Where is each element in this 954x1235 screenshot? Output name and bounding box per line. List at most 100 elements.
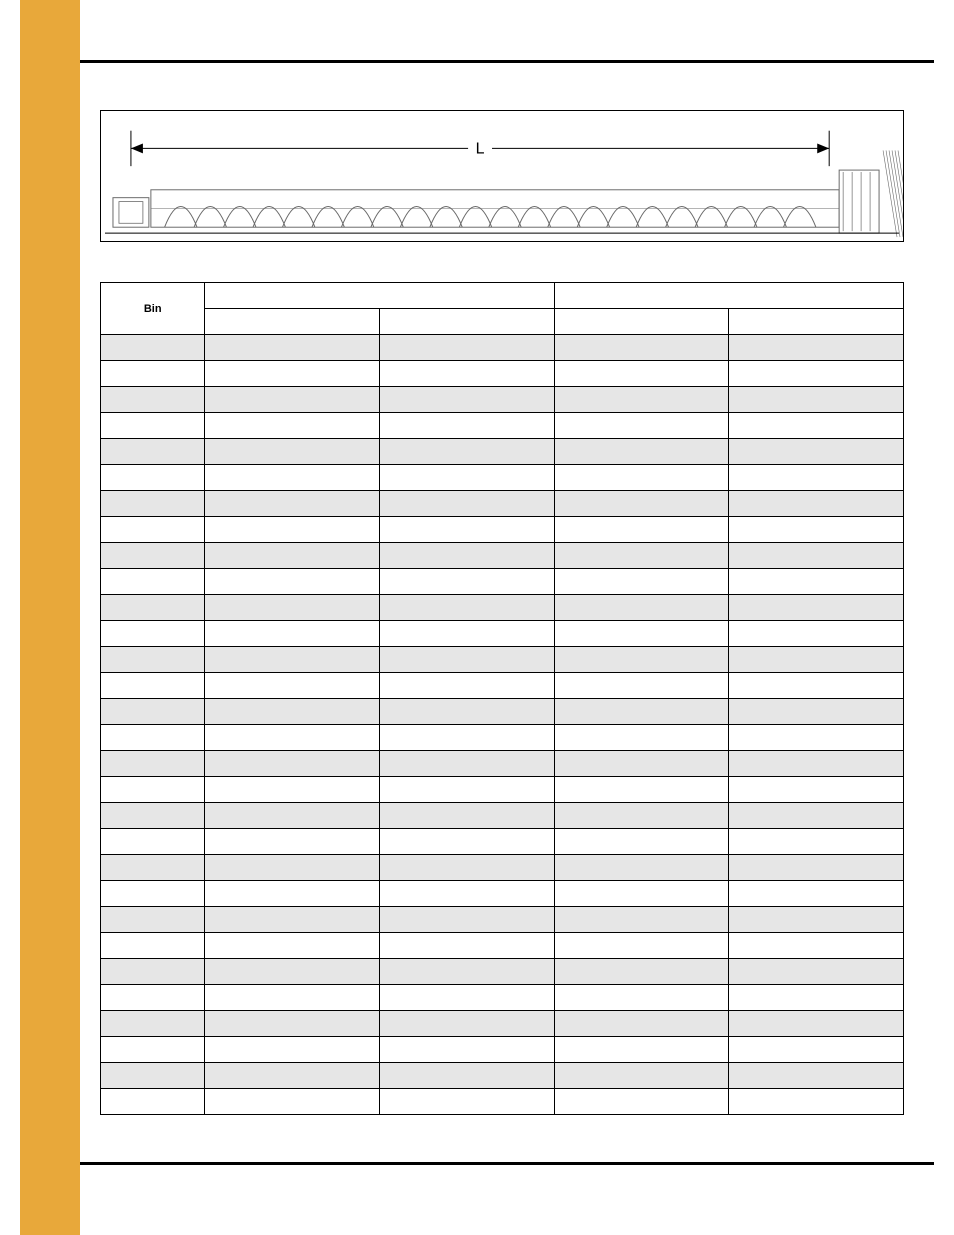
- th-sub-2: [554, 309, 729, 335]
- cell-value: [380, 387, 555, 413]
- cell-value: [205, 569, 380, 595]
- cell-value: [380, 985, 555, 1011]
- table-row: [101, 803, 904, 829]
- cell-bin: [101, 335, 205, 361]
- cell-value: [205, 361, 380, 387]
- table-row: [101, 673, 904, 699]
- spec-table-head: Bin: [101, 283, 904, 335]
- cell-value: [380, 933, 555, 959]
- table-row: [101, 439, 904, 465]
- table-row: [101, 361, 904, 387]
- cell-value: [205, 933, 380, 959]
- cell-value: [205, 647, 380, 673]
- cell-bin: [101, 387, 205, 413]
- cell-value: [729, 361, 904, 387]
- cell-value: [380, 491, 555, 517]
- cell-value: [729, 751, 904, 777]
- svg-text:L: L: [476, 140, 485, 157]
- cell-bin: [101, 439, 205, 465]
- cell-value: [205, 621, 380, 647]
- table-row: [101, 543, 904, 569]
- cell-bin: [101, 517, 205, 543]
- cell-bin: [101, 491, 205, 517]
- table-row: [101, 595, 904, 621]
- cell-value: [554, 959, 729, 985]
- cell-value: [205, 543, 380, 569]
- cell-value: [554, 907, 729, 933]
- cell-value: [205, 725, 380, 751]
- cell-value: [729, 621, 904, 647]
- cell-value: [554, 413, 729, 439]
- table-row: [101, 413, 904, 439]
- cell-value: [554, 361, 729, 387]
- th-sub-0: [205, 309, 380, 335]
- cell-value: [729, 985, 904, 1011]
- cell-value: [380, 829, 555, 855]
- cell-value: [554, 673, 729, 699]
- cell-bin: [101, 699, 205, 725]
- spec-table: Bin: [100, 282, 904, 1115]
- cell-value: [205, 803, 380, 829]
- cell-value: [554, 517, 729, 543]
- cell-value: [380, 699, 555, 725]
- cell-bin: [101, 647, 205, 673]
- cell-value: [205, 907, 380, 933]
- cell-value: [729, 907, 904, 933]
- cell-value: [729, 335, 904, 361]
- cell-value: [205, 335, 380, 361]
- table-row: [101, 1089, 904, 1115]
- cell-value: [729, 725, 904, 751]
- cell-value: [380, 439, 555, 465]
- cell-value: [380, 907, 555, 933]
- cell-value: [205, 491, 380, 517]
- cell-value: [205, 465, 380, 491]
- cell-value: [729, 543, 904, 569]
- cell-value: [380, 465, 555, 491]
- cell-value: [554, 829, 729, 855]
- cell-value: [380, 959, 555, 985]
- cell-value: [205, 751, 380, 777]
- content-area: L Bin: [100, 110, 904, 1115]
- cell-bin: [101, 933, 205, 959]
- gold-sidebar: [20, 0, 80, 1235]
- cell-bin: [101, 855, 205, 881]
- th-bin: Bin: [101, 283, 205, 335]
- cell-value: [380, 1089, 555, 1115]
- cell-value: [554, 387, 729, 413]
- cell-value: [554, 1063, 729, 1089]
- cell-bin: [101, 361, 205, 387]
- cell-value: [554, 569, 729, 595]
- cell-value: [554, 855, 729, 881]
- auger-svg: L: [101, 111, 903, 241]
- auger-diagram: L: [100, 110, 904, 242]
- cell-bin: [101, 621, 205, 647]
- cell-value: [554, 439, 729, 465]
- cell-value: [380, 803, 555, 829]
- cell-value: [380, 673, 555, 699]
- cell-value: [380, 855, 555, 881]
- cell-value: [380, 621, 555, 647]
- table-row: [101, 777, 904, 803]
- table-row: [101, 959, 904, 985]
- cell-value: [205, 1063, 380, 1089]
- cell-value: [554, 1037, 729, 1063]
- top-rule: [80, 60, 934, 63]
- cell-value: [554, 881, 729, 907]
- cell-bin: [101, 959, 205, 985]
- cell-bin: [101, 569, 205, 595]
- cell-bin: [101, 751, 205, 777]
- cell-bin: [101, 985, 205, 1011]
- table-row: [101, 933, 904, 959]
- table-row: [101, 491, 904, 517]
- cell-value: [554, 699, 729, 725]
- cell-value: [729, 933, 904, 959]
- th-group-1: [554, 283, 903, 309]
- cell-value: [729, 881, 904, 907]
- cell-value: [729, 959, 904, 985]
- cell-value: [554, 647, 729, 673]
- cell-value: [554, 1089, 729, 1115]
- cell-value: [554, 543, 729, 569]
- page: L Bin: [0, 0, 954, 1235]
- cell-value: [380, 1011, 555, 1037]
- cell-value: [554, 1011, 729, 1037]
